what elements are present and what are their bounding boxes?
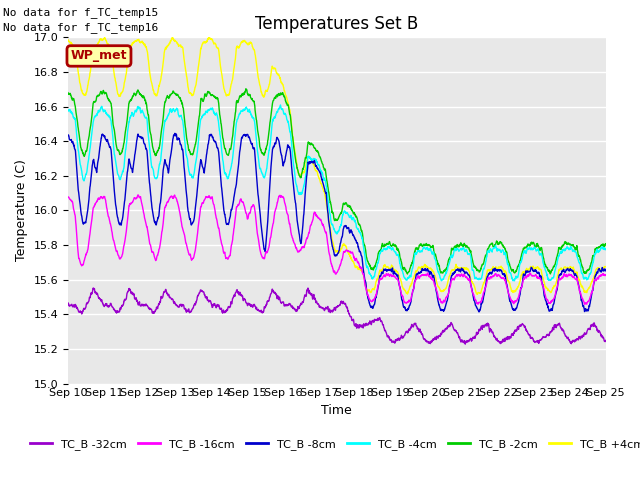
Title: Temperatures Set B: Temperatures Set B [255,15,419,33]
Legend: TC_B -32cm, TC_B -16cm, TC_B -8cm, TC_B -4cm, TC_B -2cm, TC_B +4cm: TC_B -32cm, TC_B -16cm, TC_B -8cm, TC_B … [26,434,640,454]
Text: No data for f_TC_temp16: No data for f_TC_temp16 [3,22,159,33]
Y-axis label: Temperature (C): Temperature (C) [15,159,28,262]
Text: No data for f_TC_temp15: No data for f_TC_temp15 [3,7,159,18]
X-axis label: Time: Time [321,404,352,417]
Text: WP_met: WP_met [70,49,127,62]
